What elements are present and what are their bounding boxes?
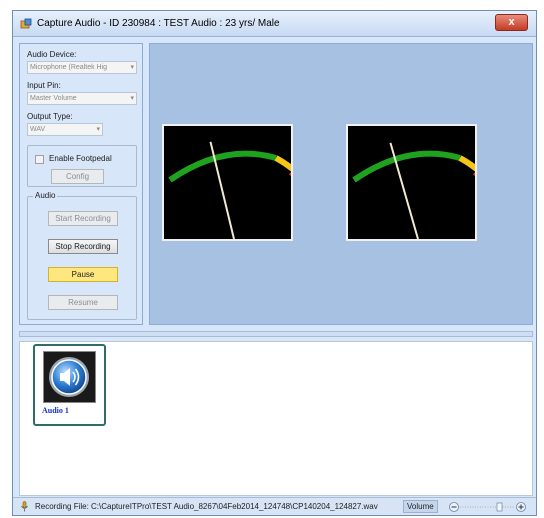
meter-scale-yellow <box>274 155 307 182</box>
input-pin-label: Input Pin: <box>27 81 61 90</box>
enable-footpedal-label: Enable Footpedal <box>49 154 112 163</box>
meter-scale-green <box>168 150 277 183</box>
recording-item[interactable]: Audio 1 <box>33 344 106 426</box>
chevron-down-icon: ▾ <box>130 95 134 102</box>
status-bar: Recording File: C:\CaptureITPro\TEST Aud… <box>13 497 536 515</box>
vu-meter-dial <box>168 141 307 240</box>
enable-footpedal-checkbox[interactable] <box>35 155 44 164</box>
pause-button[interactable]: Pause <box>48 267 118 282</box>
close-icon: x <box>508 16 515 28</box>
recordings-list: Audio 1 <box>19 341 533 496</box>
audio-device-label: Audio Device: <box>27 50 77 59</box>
capture-audio-window: Capture Audio - ID 230984 : TEST Audio :… <box>12 10 537 516</box>
footpedal-group: Enable Footpedal Config <box>27 145 137 187</box>
input-pin-select[interactable]: Master Volume ▾ <box>27 92 137 105</box>
title-bar: Capture Audio - ID 230984 : TEST Audio :… <box>13 11 536 37</box>
output-type-select[interactable]: WAV ▾ <box>27 123 103 136</box>
meter-scale-yellow <box>458 155 491 182</box>
meters-panel <box>149 43 533 325</box>
volume-thumb[interactable] <box>496 502 503 512</box>
close-button[interactable]: x <box>495 14 528 31</box>
stop-recording-button[interactable]: Stop Recording <box>48 239 118 254</box>
audio-group: Audio Start Recording Stop Recording Pau… <box>27 191 137 320</box>
window-title: Capture Audio - ID 230984 : TEST Audio :… <box>37 18 280 29</box>
volume-slider[interactable] <box>448 501 528 513</box>
audio-group-title: Audio <box>33 191 58 200</box>
vu-meter-right <box>346 124 491 241</box>
app-icon <box>20 18 32 29</box>
audio-device-select[interactable]: Microphone (Realtek Hig ▾ <box>27 61 137 74</box>
recording-label: Audio 1 <box>42 406 69 415</box>
volume-label: Volume <box>403 500 438 513</box>
config-button[interactable]: Config <box>51 169 104 184</box>
meter-scale-green <box>352 150 461 183</box>
vu-meter-dial <box>352 142 491 240</box>
settings-panel: Audio Device: Microphone (Realtek Hig ▾ … <box>19 43 143 325</box>
meter-needle <box>389 142 419 240</box>
panel-splitter[interactable] <box>19 331 533 337</box>
speaker-icon <box>49 357 89 397</box>
start-recording-button[interactable]: Start Recording <box>48 211 118 226</box>
microphone-icon <box>21 501 28 512</box>
output-type-label: Output Type: <box>27 112 73 121</box>
resume-button[interactable]: Resume <box>48 295 118 310</box>
vu-meter-left <box>162 124 307 241</box>
meter-needle <box>209 141 235 240</box>
recording-file-path: Recording File: C:\CaptureITPro\TEST Aud… <box>35 502 378 511</box>
chevron-down-icon: ▾ <box>130 64 134 71</box>
chevron-down-icon: ▾ <box>96 126 100 133</box>
recording-thumbnail <box>43 351 96 403</box>
